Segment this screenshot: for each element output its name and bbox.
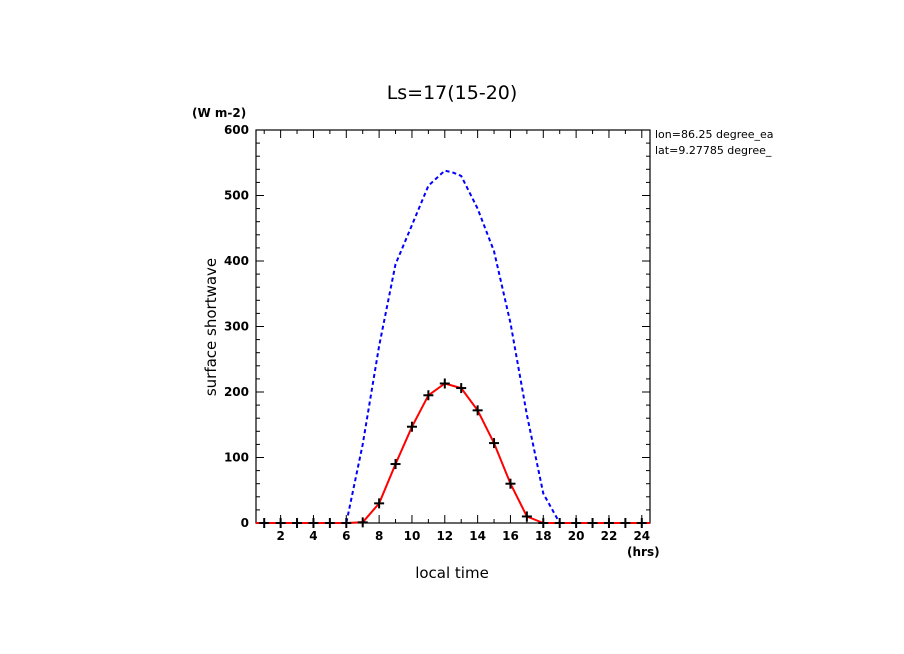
x-tick-label: 4: [309, 529, 317, 543]
data-point-marker: [390, 459, 401, 470]
x-tick-label: 14: [469, 529, 486, 543]
data-point-marker: [275, 518, 286, 528]
data-point-marker: [571, 518, 582, 528]
plot-frame: [255, 129, 651, 524]
data-point-marker: [505, 478, 516, 489]
y-units-label: (W m-2): [192, 106, 246, 120]
data-point-marker: [341, 518, 352, 528]
x-tick-label: 20: [568, 529, 585, 543]
data-point-marker: [423, 390, 434, 401]
data-point-marker: [554, 518, 565, 528]
data-point-marker: [357, 517, 368, 528]
y-tick-label: 400: [224, 254, 249, 268]
data-point-marker: [472, 405, 483, 416]
annotation-clip: [778, 125, 904, 160]
data-point-marker: [439, 378, 450, 389]
data-point-marker: [587, 518, 598, 528]
data-point-marker: [538, 518, 549, 528]
plot-border: [255, 129, 651, 524]
data-point-marker: [324, 518, 335, 528]
x-tick-label: 12: [436, 529, 453, 543]
x-tick-label: 10: [404, 529, 421, 543]
data-point-marker: [521, 511, 532, 522]
x-tick-label: 8: [375, 529, 383, 543]
x-tick-label: 18: [535, 529, 552, 543]
data-point-marker: [406, 421, 417, 432]
x-tick-label: 24: [633, 529, 650, 543]
x-tick-label: 22: [601, 529, 618, 543]
y-tick-label: 600: [224, 123, 249, 137]
y-tick-label: 100: [224, 451, 249, 465]
y-tick-label: 300: [224, 320, 249, 334]
series-layer: [256, 169, 650, 528]
x-tick-label: 2: [276, 529, 284, 543]
series-line-solid-red: [256, 382, 650, 524]
data-point-marker: [620, 518, 631, 528]
chart-title: Ls=17(15-20): [387, 82, 518, 104]
y-tick-label: 0: [241, 516, 249, 530]
y-tick-label: 200: [224, 385, 249, 399]
annotation-lat: lat=9.27785 degree_: [655, 144, 772, 157]
y-tick-label: 500: [224, 189, 249, 203]
x-units-label: (hrs): [627, 545, 660, 559]
x-axis-label: local time: [415, 564, 489, 582]
y-axis-label: surface shortwave: [202, 258, 220, 396]
series-line-dashed-blue: [256, 169, 650, 524]
data-point-marker: [489, 438, 500, 449]
data-point-marker: [456, 383, 467, 394]
data-point-marker: [292, 518, 303, 528]
annotation-lon: lon=86.25 degree_ea: [655, 128, 774, 141]
data-point-marker: [636, 518, 647, 528]
data-point-marker: [259, 518, 270, 528]
x-tick-label: 6: [342, 529, 350, 543]
data-point-marker: [603, 518, 614, 528]
data-point-marker: [374, 498, 385, 509]
x-tick-label: 16: [502, 529, 519, 543]
data-point-marker: [308, 518, 319, 528]
